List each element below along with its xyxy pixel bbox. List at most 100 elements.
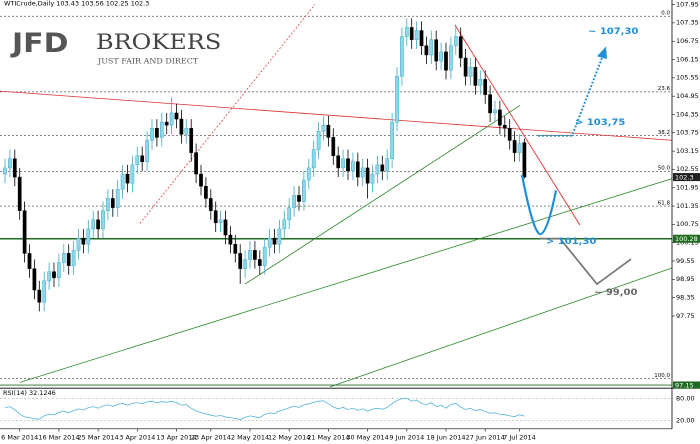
candle-body	[110, 198, 115, 208]
y-tick-label: 107.95	[676, 2, 699, 9]
candle-body	[375, 164, 380, 175]
logo-brand2: BROKERS	[96, 30, 221, 54]
candle-body	[101, 210, 105, 230]
candle-body	[395, 76, 399, 123]
candle-body	[145, 140, 149, 163]
indicator-label: RSI(14) 32.1246	[3, 390, 56, 397]
candle-body	[179, 118, 184, 135]
candle-body	[3, 167, 7, 175]
candle-body	[311, 149, 316, 169]
support-label: 100.28	[675, 236, 698, 243]
trend-line	[19, 178, 673, 383]
candle-body	[159, 121, 164, 138]
y-tick-label: 104.95	[676, 93, 699, 100]
candle-body	[8, 158, 12, 169]
x-tick-label: 18 Jun 2014	[426, 435, 465, 442]
candle-body	[498, 109, 502, 126]
indicator-line	[4, 397, 525, 420]
candle-body	[262, 247, 267, 266]
y-tick-label: 103.15	[676, 148, 699, 155]
candle-body	[502, 124, 507, 129]
trend-line	[454, 24, 581, 226]
candle-body	[27, 253, 32, 269]
candle-body	[42, 280, 47, 303]
candle-body	[150, 127, 154, 141]
candle-body	[61, 253, 66, 263]
candle-body	[287, 207, 292, 221]
fib-label: 50.0	[658, 166, 670, 172]
candle-body	[517, 143, 522, 153]
candle-body	[478, 79, 483, 86]
candle-body	[76, 237, 81, 251]
annotation: > 103,75	[575, 118, 625, 128]
x-tick-label: 9 Jun 2014	[389, 435, 424, 442]
candle-body	[81, 237, 86, 245]
x-tick-label: 3 Apr 2014	[119, 435, 155, 442]
candle-body	[253, 250, 257, 260]
candle-body	[272, 237, 277, 245]
x-tick-label: 16 Mar 2014	[38, 435, 79, 442]
candle-body	[385, 158, 390, 172]
x-tick-label: 6 Mar 2014	[1, 435, 38, 442]
y-tick-label: 98.95	[676, 276, 695, 283]
x-tick-label: 25 Mar 2014	[78, 435, 119, 442]
logo-tagline: JUST FAIR AND DIRECT	[97, 57, 198, 65]
candle-body	[439, 51, 443, 62]
candle-body	[257, 259, 262, 266]
candle-body	[414, 30, 419, 40]
candle-body	[321, 124, 326, 132]
candle-body	[493, 109, 497, 114]
candle-body	[424, 45, 429, 56]
chart-title: WTICrude,Daily 103.43 103.56 102.25 102.…	[4, 1, 149, 8]
lower-box-label: 97.15	[675, 383, 694, 390]
candle-body	[404, 27, 409, 37]
candle-body	[91, 219, 96, 230]
candle-body	[130, 164, 135, 184]
candle-body	[96, 219, 100, 230]
y-tick-label: 107.35	[676, 20, 699, 27]
y-tick-label: 97.75	[676, 313, 695, 320]
scenario-path	[540, 237, 632, 286]
fib-label: 23.6	[658, 86, 670, 92]
candle-body	[463, 57, 468, 77]
candle-body	[243, 259, 247, 269]
candle-body	[400, 36, 404, 77]
current-price: 102.3	[675, 175, 694, 182]
annotation: > 101,30	[546, 236, 597, 246]
candle-body	[331, 137, 336, 156]
y-tick-label: 101.35	[676, 203, 699, 210]
ohlc-low: 102.25	[106, 1, 129, 8]
candle-body	[223, 219, 228, 236]
y-tick-label: 106.75	[676, 38, 699, 45]
price-box	[673, 234, 700, 243]
y-tick-label: 99.55	[676, 258, 695, 265]
y-tick-label: 100.75	[676, 221, 699, 228]
candle-body	[444, 51, 448, 71]
candle-body	[47, 271, 51, 282]
fib-label: 61.8	[658, 201, 670, 207]
candle-body	[57, 262, 61, 279]
candles	[3, 18, 527, 312]
candle-body	[169, 112, 174, 126]
candle-body	[174, 112, 179, 120]
y-tick-label: 106.15	[676, 57, 699, 64]
y-tick-label: 102.55	[676, 167, 699, 174]
candle-body	[336, 155, 341, 169]
candle-body	[22, 210, 27, 254]
candle-body	[277, 228, 282, 245]
y-tick-label: 100.15	[676, 240, 699, 247]
candle-body	[302, 179, 306, 202]
candle-body	[135, 155, 140, 166]
indicator-name: RSI(14)	[3, 390, 27, 397]
price-box	[673, 381, 700, 389]
trend-line	[0, 90, 673, 141]
candle-body	[208, 198, 213, 211]
candle-body	[32, 268, 37, 291]
candle-body	[37, 289, 42, 303]
candle-body	[164, 121, 169, 126]
candle-body	[204, 186, 208, 199]
candle-body	[106, 198, 110, 211]
